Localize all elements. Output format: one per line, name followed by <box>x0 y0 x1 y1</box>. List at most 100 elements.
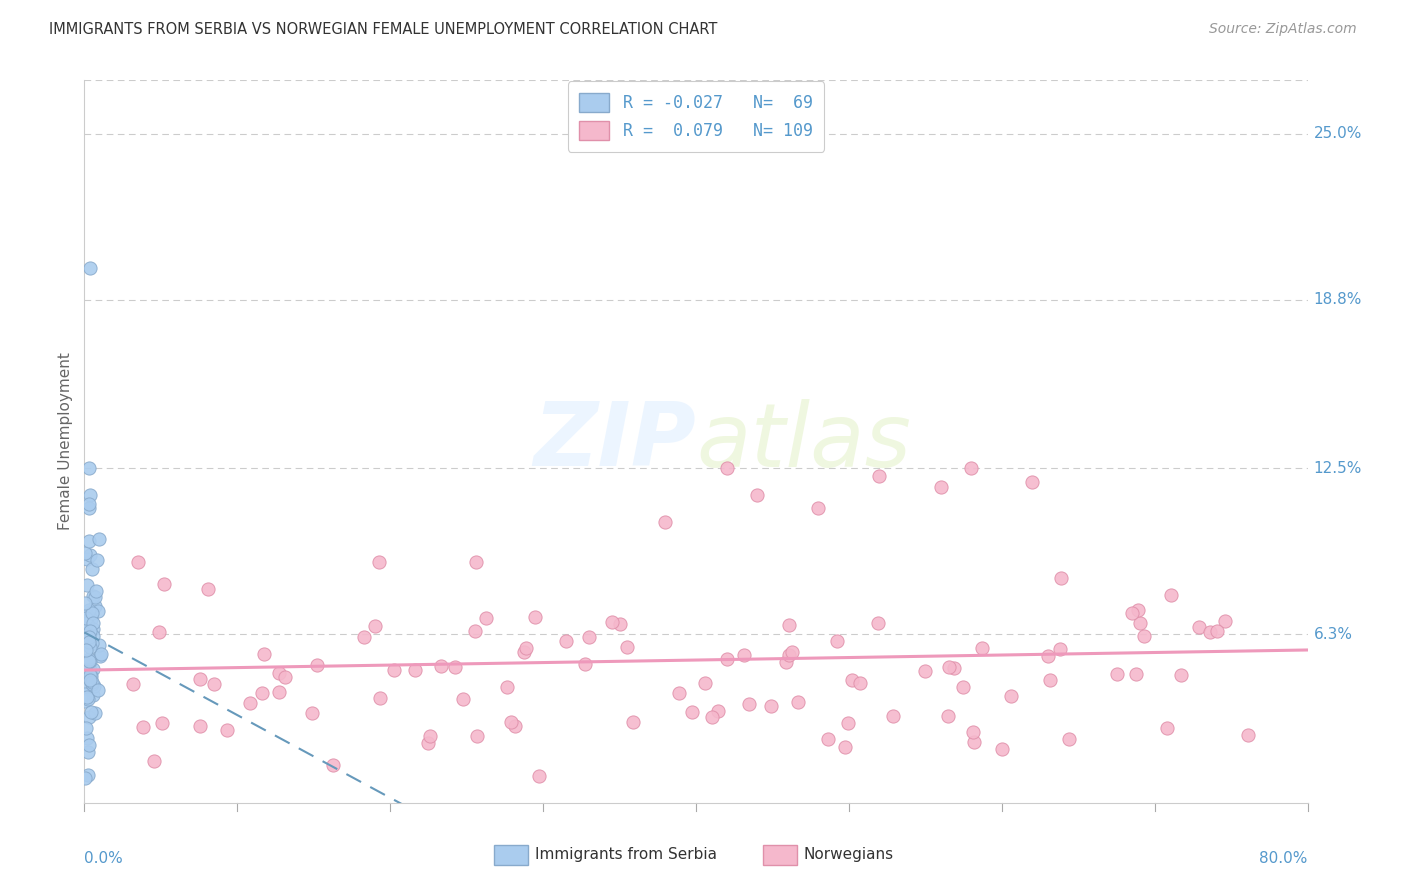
Point <box>76 680 98 694</box>
Point <box>778 648 800 662</box>
Point <box>1213 614 1236 628</box>
Point <box>75 546 97 560</box>
Point <box>914 664 936 678</box>
Point <box>217 723 239 737</box>
Point <box>77 654 100 668</box>
Point <box>77 621 100 635</box>
Point <box>83 679 105 693</box>
Point <box>429 659 451 673</box>
Point <box>929 480 952 494</box>
Point <box>529 769 551 783</box>
Point <box>77 501 100 516</box>
Point <box>693 676 716 690</box>
Point <box>82 688 104 702</box>
Point <box>131 720 153 734</box>
Point <box>495 680 517 694</box>
Point <box>621 714 644 729</box>
Point <box>153 576 176 591</box>
Point <box>80 705 103 719</box>
Point <box>79 624 101 639</box>
Point <box>938 659 960 673</box>
Point <box>444 660 467 674</box>
Text: 0.0%: 0.0% <box>84 851 124 866</box>
Point <box>1133 629 1156 643</box>
Point <box>807 501 830 516</box>
Point <box>75 624 97 638</box>
Point <box>79 260 101 275</box>
Point <box>274 670 297 684</box>
FancyBboxPatch shape <box>494 845 529 865</box>
Point <box>76 731 98 746</box>
Point <box>834 740 856 755</box>
Point <box>353 630 375 644</box>
Point <box>1129 616 1152 631</box>
Point <box>817 732 839 747</box>
Point <box>1237 728 1260 742</box>
Point <box>80 562 103 576</box>
Point <box>204 677 226 691</box>
Point <box>77 652 100 666</box>
Text: Source: ZipAtlas.com: Source: ZipAtlas.com <box>1209 22 1357 37</box>
Text: ZIP: ZIP <box>533 398 696 485</box>
Point <box>702 709 724 723</box>
Point <box>75 694 97 708</box>
Point <box>952 681 974 695</box>
Point <box>89 532 111 546</box>
Point <box>142 754 165 768</box>
Point <box>80 677 103 691</box>
Point <box>239 696 262 710</box>
Point <box>76 690 98 704</box>
Point <box>197 582 219 596</box>
Point <box>738 697 761 711</box>
Point <box>733 648 755 662</box>
Point <box>419 730 441 744</box>
Point <box>82 661 104 675</box>
Point <box>86 553 108 567</box>
Point <box>1000 690 1022 704</box>
Point <box>616 640 638 654</box>
Point <box>716 461 738 475</box>
Point <box>77 603 100 617</box>
Point <box>76 578 98 592</box>
Point <box>77 738 100 752</box>
Point <box>1057 731 1080 746</box>
Point <box>418 736 440 750</box>
Point <box>188 719 211 733</box>
Point <box>79 548 101 562</box>
Point <box>80 612 103 626</box>
Point <box>79 654 101 668</box>
Point <box>1156 721 1178 735</box>
Point <box>150 715 173 730</box>
Point <box>77 634 100 648</box>
Point <box>79 673 101 687</box>
Point <box>77 692 100 706</box>
Point <box>75 721 97 735</box>
Text: IMMIGRANTS FROM SERBIA VS NORWEGIAN FEMALE UNEMPLOYMENT CORRELATION CHART: IMMIGRANTS FROM SERBIA VS NORWEGIAN FEMA… <box>49 22 717 37</box>
Point <box>127 555 149 569</box>
Point <box>84 584 107 599</box>
Point <box>1125 667 1147 681</box>
Point <box>668 685 690 699</box>
Point <box>574 657 596 671</box>
Point <box>82 623 104 637</box>
Point <box>681 706 703 720</box>
Point <box>1107 667 1129 681</box>
Point <box>451 691 474 706</box>
Point <box>1126 603 1149 617</box>
Point <box>82 636 104 650</box>
Point <box>75 771 97 785</box>
Text: 6.3%: 6.3% <box>1313 627 1353 641</box>
Point <box>75 662 97 676</box>
Point <box>555 634 578 648</box>
Point <box>307 657 329 672</box>
Point <box>1160 588 1182 602</box>
Point <box>936 709 959 723</box>
Point <box>82 615 104 630</box>
Point <box>943 661 966 675</box>
Point <box>76 745 98 759</box>
Point <box>1198 624 1220 639</box>
Point <box>368 691 391 706</box>
Point <box>252 686 274 700</box>
Text: 12.5%: 12.5% <box>1313 461 1362 475</box>
Point <box>868 615 890 630</box>
